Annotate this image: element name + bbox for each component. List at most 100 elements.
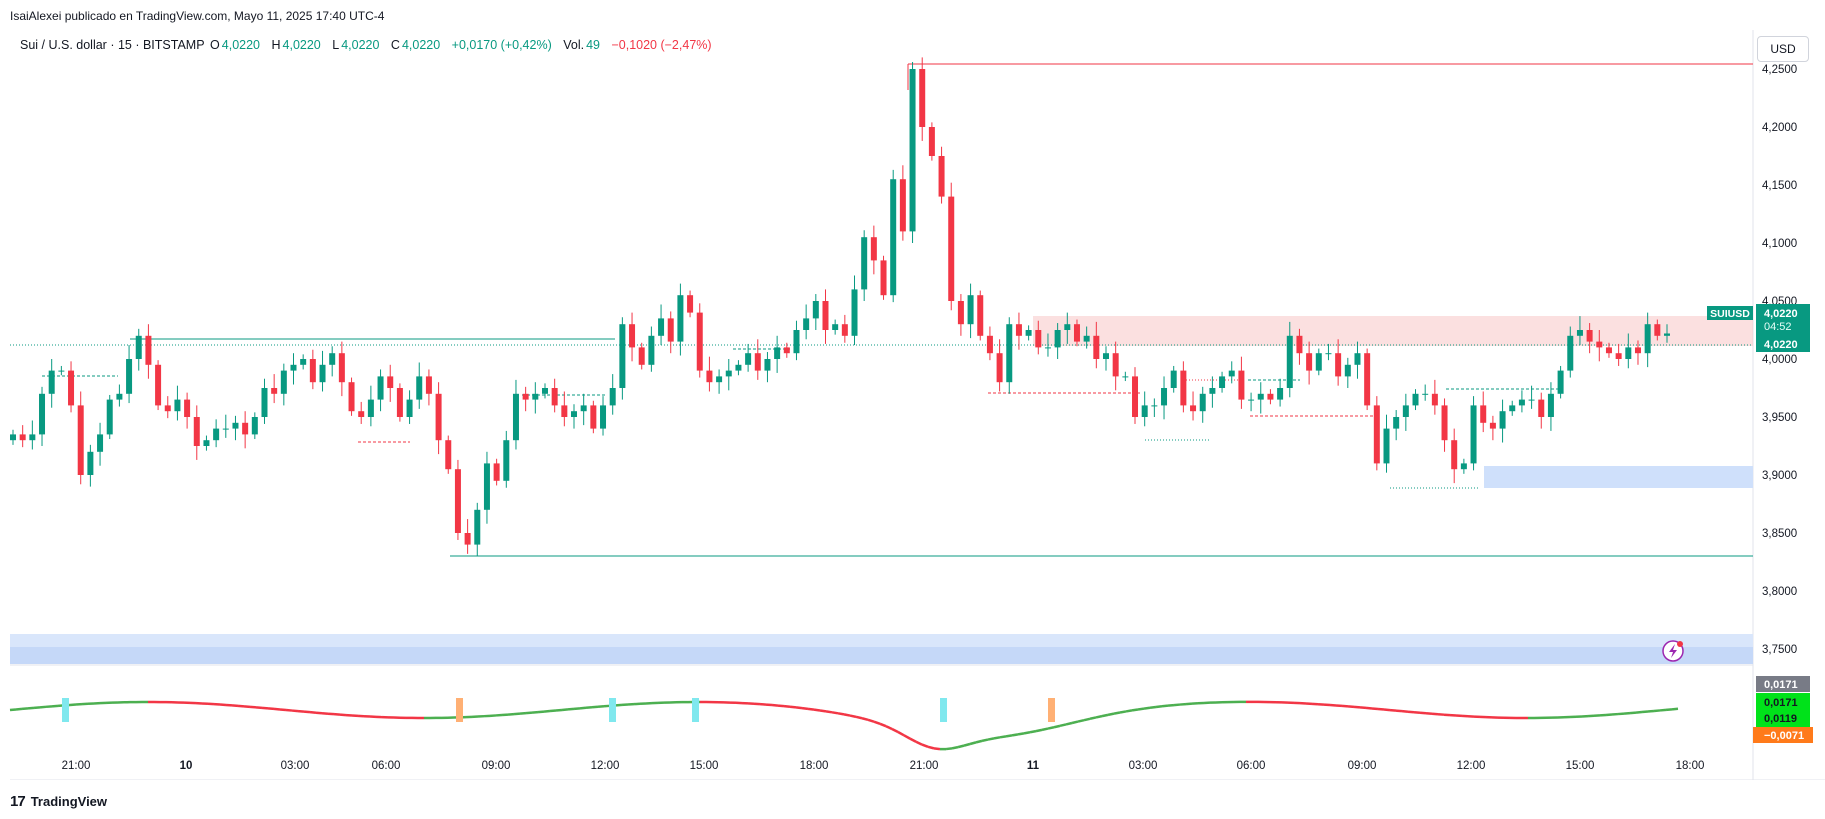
osc-segment xyxy=(1107,712,1115,717)
candle-body xyxy=(155,364,162,406)
osc-segment xyxy=(531,710,539,714)
smc-annotations xyxy=(42,348,1560,489)
time-axis[interactable]: 21:00 10 03:00 06:00 09:00 12:00 15:00 18:00 21:… xyxy=(62,760,1705,772)
x-tick-label: 10 xyxy=(180,760,193,772)
candle-body xyxy=(1402,405,1409,417)
candle-body xyxy=(19,434,26,441)
candle-body xyxy=(861,237,868,290)
tradingview-logo-icon: 17 xyxy=(10,793,26,810)
candle-body xyxy=(1509,405,1516,412)
osc-segment xyxy=(1377,707,1385,711)
candle-body xyxy=(1538,399,1545,417)
osc-segment xyxy=(987,737,995,741)
symbol-name[interactable]: Sui / U.S. dollar · 15 · BITSTAMP xyxy=(20,38,205,52)
candle-body xyxy=(841,324,848,336)
candle-body xyxy=(1102,353,1109,359)
candle-body xyxy=(600,405,607,429)
candle-body xyxy=(1451,440,1458,470)
candle-body xyxy=(967,295,974,325)
candle-body xyxy=(803,318,810,330)
osc-segment xyxy=(1095,714,1103,719)
candle-body xyxy=(309,359,316,383)
close-label: C xyxy=(390,38,400,52)
osc-segment xyxy=(1125,709,1133,713)
high-value: 4,0220 xyxy=(282,38,321,52)
y-tick-label: 3,7500 xyxy=(1762,644,1797,656)
osc-segment xyxy=(1173,703,1181,707)
osc-segment xyxy=(789,705,797,709)
osc-segment xyxy=(1053,724,1061,729)
candle-body xyxy=(1441,405,1448,441)
osc-segment xyxy=(1155,705,1163,709)
low-label: L xyxy=(332,38,340,52)
osc-segment xyxy=(867,718,875,723)
candle-body xyxy=(242,422,249,435)
candle-body xyxy=(1054,330,1061,348)
candle-body xyxy=(783,347,790,354)
candle-body xyxy=(1286,335,1293,388)
candle-body xyxy=(174,399,181,412)
candle-body xyxy=(483,463,490,510)
candle-body xyxy=(251,417,258,435)
osc-segment xyxy=(1113,711,1121,715)
candle-body xyxy=(1044,347,1051,349)
osc-segment xyxy=(1149,705,1157,709)
osc-segment xyxy=(1101,713,1109,718)
candle-body xyxy=(1644,324,1651,354)
candle-body xyxy=(522,393,529,400)
flash-icon[interactable] xyxy=(1662,640,1684,662)
candle-body xyxy=(1006,324,1013,383)
close-value: 4,0220 xyxy=(401,38,441,52)
candle-body xyxy=(503,440,510,481)
candle-body xyxy=(590,405,597,429)
osc-segment xyxy=(843,713,851,717)
osc-segment xyxy=(249,705,257,709)
candle-body xyxy=(735,364,742,371)
candle-body xyxy=(1238,370,1245,400)
candle-body xyxy=(899,179,906,232)
volume-value: 49 xyxy=(586,38,600,52)
candle-body xyxy=(358,411,365,417)
osc-tag-3: 0,0119 xyxy=(1764,713,1797,725)
osc-segment xyxy=(1413,711,1421,715)
price-chart[interactable]: 3,75003,80003,85003,90003,95004,00004,05… xyxy=(0,0,1825,780)
osc-segment xyxy=(879,722,887,728)
osc-segment xyxy=(1077,718,1085,723)
osc-segment xyxy=(927,745,935,750)
candle-body xyxy=(29,434,36,441)
candle-body xyxy=(551,388,558,406)
candle-body xyxy=(928,127,935,156)
candle-body xyxy=(1248,399,1255,401)
osc-segment xyxy=(981,738,989,743)
osc-tag-2-bg xyxy=(1756,693,1810,727)
y-tick-label: 4,2000 xyxy=(1762,122,1797,134)
candle-body xyxy=(658,318,665,336)
osc-segment xyxy=(261,706,269,710)
candle-body xyxy=(1596,341,1603,348)
osc-segment xyxy=(1011,733,1019,737)
candle-body xyxy=(348,382,355,412)
candle-body xyxy=(406,399,413,417)
candle-body xyxy=(68,370,75,406)
x-tick-label: 03:00 xyxy=(1129,760,1158,772)
osc-segment xyxy=(1671,707,1679,711)
osc-segment xyxy=(585,706,593,710)
candle-body xyxy=(184,399,191,417)
candle-body xyxy=(416,376,423,400)
x-tick-label: 15:00 xyxy=(690,760,719,772)
x-tick-label: 09:00 xyxy=(482,760,511,772)
osc-segment xyxy=(921,743,929,749)
candle-body xyxy=(271,388,278,394)
candle-body xyxy=(541,388,548,394)
currency-button[interactable]: USD xyxy=(1757,36,1809,62)
candle-body xyxy=(986,335,993,354)
candle-body xyxy=(629,324,636,348)
osc-segment xyxy=(801,706,809,711)
candle-body xyxy=(10,434,16,441)
price-axis[interactable]: 3,75003,80003,85003,90003,95004,00004,05… xyxy=(1762,64,1797,656)
osc-segment xyxy=(1635,710,1643,714)
candle-body xyxy=(145,335,152,365)
candle-body xyxy=(97,434,104,452)
candle-body xyxy=(1190,405,1197,412)
candle-body xyxy=(957,301,964,325)
